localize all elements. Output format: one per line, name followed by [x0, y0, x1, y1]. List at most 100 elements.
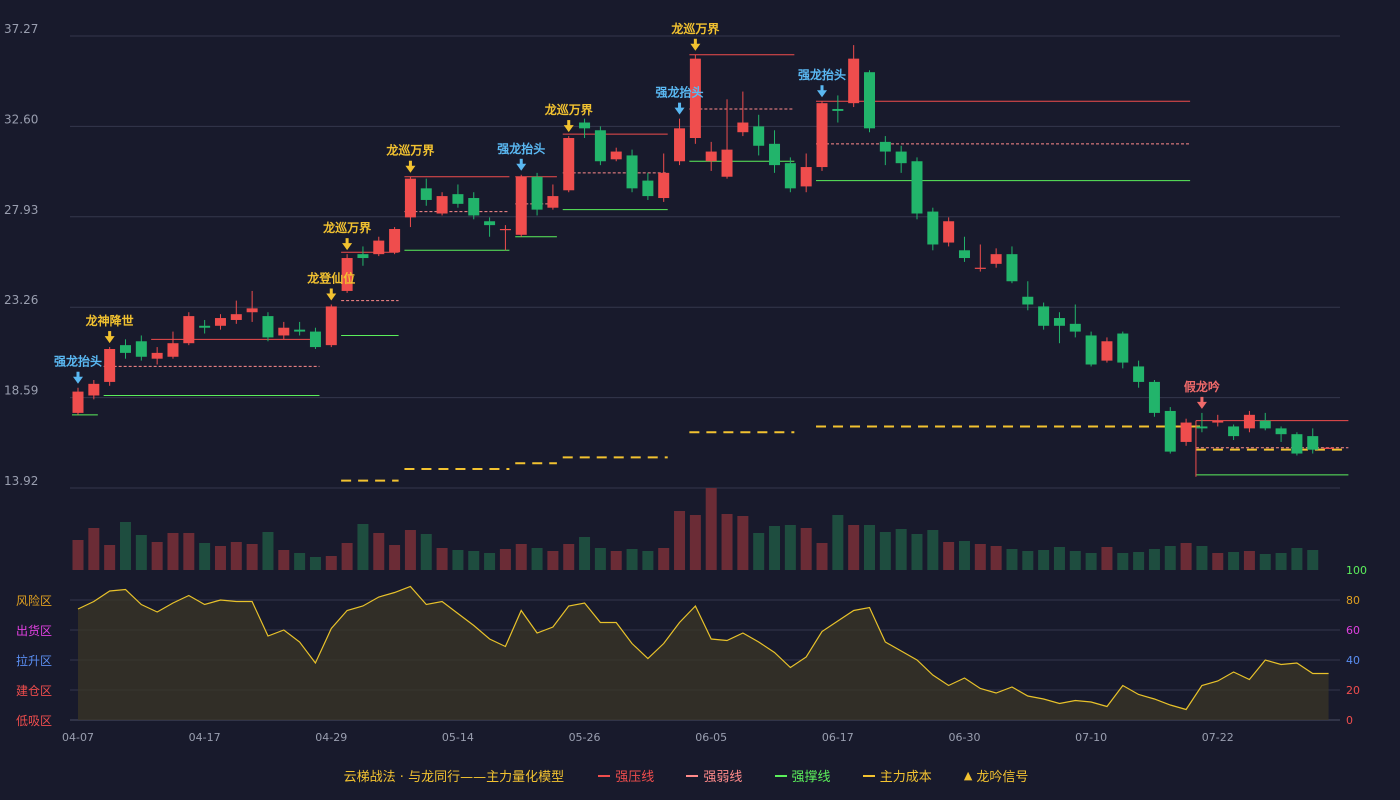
legend-item-resistance[interactable]: 强压线 [598, 766, 654, 785]
candle-body [515, 176, 527, 235]
volume-bar [1307, 550, 1319, 570]
volume-bar [1006, 549, 1018, 570]
volume-bar [1022, 551, 1034, 570]
volume-bar [816, 543, 828, 570]
candle-body [531, 176, 543, 210]
candle-body [689, 58, 701, 139]
volume-bar [864, 525, 875, 570]
osc-line [77, 585, 1329, 711]
candle-body [230, 314, 242, 320]
x-tick-label: 04-07 [62, 731, 94, 744]
signal-arrow-icon [326, 293, 337, 301]
candle-body [848, 58, 860, 104]
candle-body [958, 250, 970, 259]
x-tick-label: 06-05 [695, 731, 727, 744]
candle-body [1022, 296, 1034, 305]
signal-label: 强龙抬头 [656, 85, 704, 100]
candle-body [990, 254, 1002, 264]
chart-legend: 云梯战法 · 与龙同行——主力量化模型 强压线 强弱线 强撑线 主力成本 ▲ 龙吟… [0, 766, 1400, 786]
candle-body [911, 161, 923, 214]
signal-arrow-shaft [820, 85, 824, 92]
legend-swatch-weak [686, 774, 699, 777]
volume-bar [341, 543, 353, 570]
volume-bar [911, 534, 923, 570]
legend-item-signal[interactable]: ▲ 龙吟信号 [964, 766, 1028, 785]
volume-bar [689, 515, 701, 570]
volume-bar [563, 544, 575, 570]
x-tick-label: 06-30 [948, 731, 980, 744]
volume-bar [436, 548, 448, 570]
volume-bar [721, 514, 733, 570]
signal-arrow-icon [674, 107, 685, 115]
candle-body [1323, 447, 1335, 449]
candle-body [104, 349, 116, 382]
volume-bar [674, 511, 686, 570]
price-tick-label: 27.93 [4, 203, 38, 217]
candle-body [1212, 420, 1224, 423]
candle-body [357, 254, 369, 259]
volume-bar [990, 546, 1002, 570]
candle-body [579, 122, 591, 129]
candle-body [895, 151, 907, 164]
candle-body [468, 198, 480, 216]
candle-body [674, 128, 686, 162]
volume-bar [1259, 554, 1271, 570]
volume-bar [927, 530, 939, 570]
candle-body [658, 172, 670, 199]
volume-bar [1164, 546, 1176, 570]
candle-body [1243, 414, 1255, 429]
legend-swatch-cost [862, 774, 875, 777]
signal-label: 龙巡万界 [545, 102, 593, 117]
volume-bar [800, 528, 812, 570]
signal-label: 龙登仙位 [307, 270, 355, 285]
volume-bar [325, 556, 337, 570]
signal-arrow-icon [516, 163, 527, 171]
candle-body [1228, 426, 1240, 437]
price-tick-label: 23.26 [4, 293, 38, 307]
legend-item-support[interactable]: 强撑线 [774, 766, 831, 785]
candle-body [246, 308, 258, 313]
volume-bar [1243, 551, 1255, 570]
candle-body [769, 143, 781, 166]
legend-label-support: 强撑线 [791, 770, 831, 785]
volume-bar [230, 542, 242, 570]
signal-arrow-shaft [678, 102, 682, 109]
legend-item-weak[interactable]: 强弱线 [686, 766, 742, 785]
signal-arrow-shaft [345, 238, 349, 245]
volume-bar [642, 551, 654, 570]
volume-bar [246, 544, 258, 570]
volume-bar [1196, 546, 1208, 570]
osc-tick-label: 60 [1346, 624, 1360, 637]
osc-tick-label: 80 [1346, 594, 1360, 607]
legend-label-signal: 龙吟信号 [976, 770, 1029, 785]
x-tick-label: 05-14 [442, 731, 474, 744]
volume-bar [737, 516, 749, 570]
candle-body [1133, 366, 1145, 382]
osc-zone-label: 建仓区 [16, 684, 52, 698]
candle-body [135, 341, 147, 357]
legend-item-cost[interactable]: 主力成本 [862, 766, 932, 785]
osc-zone-label: 低吸区 [16, 714, 52, 728]
candle-body [1275, 428, 1287, 435]
candle-body [974, 267, 986, 269]
candle-body [1006, 254, 1018, 282]
volume-bar [943, 542, 955, 570]
signal-arrow-shaft [567, 120, 571, 127]
osc-area [78, 586, 1329, 720]
candle-body [1291, 434, 1303, 454]
volume-bar [1291, 548, 1303, 570]
candle-body [72, 391, 84, 413]
candle-body [626, 155, 638, 189]
signal-arrow-shaft [329, 288, 333, 295]
volume-bar [832, 515, 844, 570]
volume-bar [1101, 547, 1113, 570]
volume-bar [1148, 549, 1160, 570]
candle-body [373, 240, 385, 255]
candle-body [1085, 335, 1097, 365]
volume-bar [72, 540, 84, 570]
volume-bar [1275, 553, 1287, 570]
volume-bar [1180, 543, 1192, 570]
volume-bar [404, 530, 416, 570]
candle-body [452, 194, 464, 204]
